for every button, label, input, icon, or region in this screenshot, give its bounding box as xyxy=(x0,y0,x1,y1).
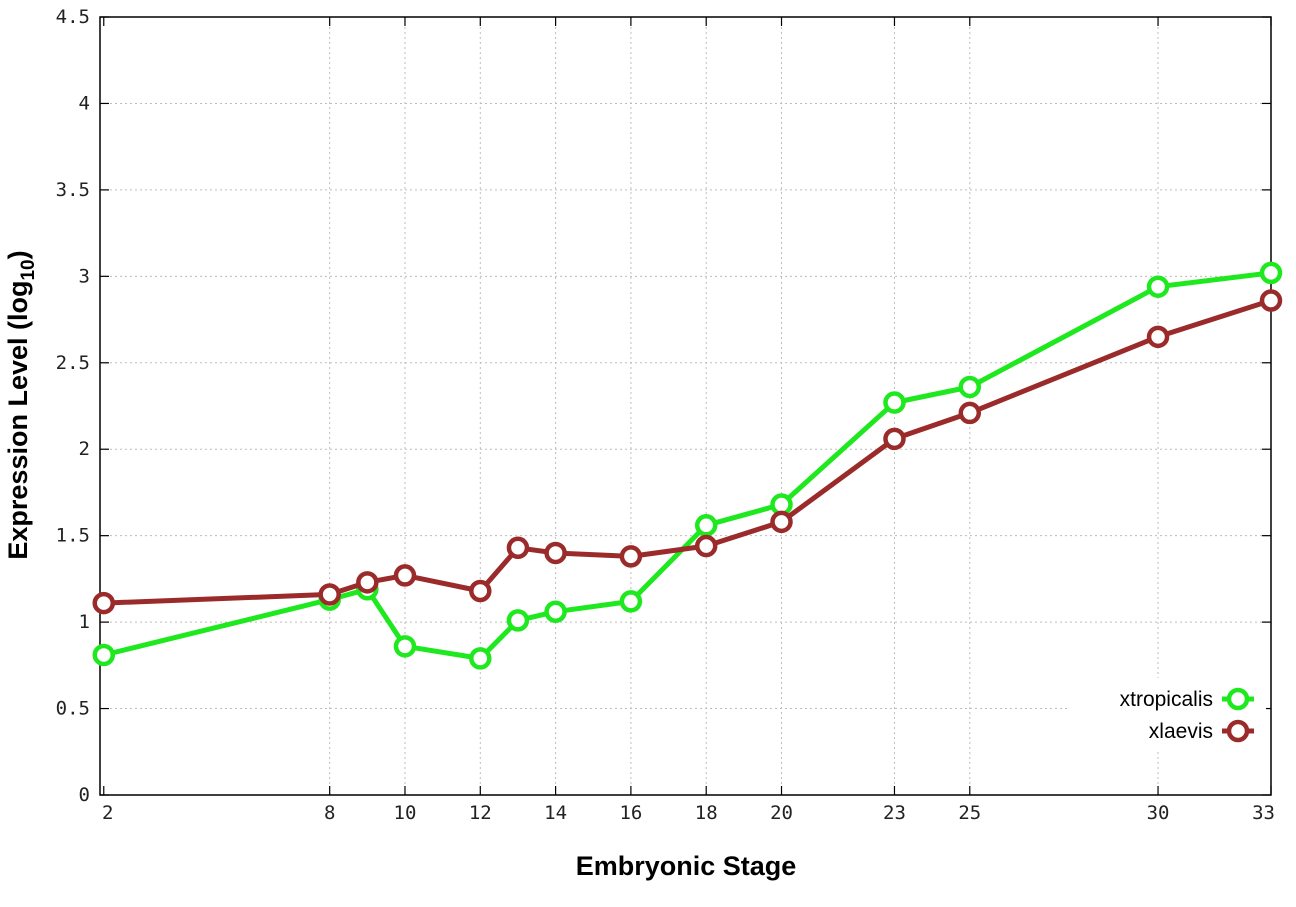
y-tick-label: 4.5 xyxy=(56,6,90,28)
legend-item-xtropicalis: xtropicalis xyxy=(1120,687,1254,711)
data-point-xlaevis xyxy=(1146,325,1170,349)
y-tick-label: 4 xyxy=(79,92,90,114)
legend-marker-swatch xyxy=(1226,687,1250,711)
x-axis-title: Embryonic Stage xyxy=(576,851,797,881)
legend-label: xlaevis xyxy=(1149,720,1213,743)
y-tick-label: 0 xyxy=(79,784,90,806)
x-tick-label: 20 xyxy=(770,802,793,824)
y-axis-title-subscript: 10 xyxy=(18,259,39,280)
x-tick-label: 16 xyxy=(619,802,642,824)
x-tick-label: 30 xyxy=(1147,802,1170,824)
plot-frame xyxy=(99,16,1272,796)
legend: xtropicalis xlaevis xyxy=(1070,678,1266,750)
x-tick-label: 23 xyxy=(883,802,906,824)
data-point-xtropicalis xyxy=(92,643,116,667)
x-tick-label: 12 xyxy=(469,802,492,824)
data-point-xtropicalis xyxy=(883,391,906,414)
x-tick-label: 2 xyxy=(102,802,113,824)
y-tick-label: 1.5 xyxy=(56,525,90,547)
data-point-xlaevis xyxy=(694,534,718,558)
data-point-xlaevis xyxy=(92,591,116,615)
data-point-xlaevis xyxy=(356,571,379,594)
y-axis-title-close: ) xyxy=(3,250,33,259)
legend-label: xtropicalis xyxy=(1120,688,1213,711)
legend-item-xlaevis: xlaevis xyxy=(1149,719,1254,743)
data-point-xtropicalis xyxy=(1146,275,1170,298)
data-point-xlaevis xyxy=(770,510,793,534)
x-tick-label: 14 xyxy=(544,802,567,824)
data-point-xlaevis xyxy=(1259,289,1283,312)
data-point-xtropicalis xyxy=(544,600,567,623)
series-line-xlaevis xyxy=(103,298,1272,606)
data-point-xtropicalis xyxy=(694,514,718,537)
grid xyxy=(100,17,1271,795)
y-tick-label: 2 xyxy=(79,438,90,460)
data-point-xtropicalis xyxy=(506,609,530,632)
y-axis-title-main: Expression Level (log xyxy=(3,281,33,560)
data-point-xtropicalis xyxy=(958,375,982,399)
y-tick-label: 3 xyxy=(79,265,90,287)
x-tick-label: 8 xyxy=(324,802,335,824)
data-point-xlaevis xyxy=(883,427,906,451)
data-point-xlaevis xyxy=(318,583,341,606)
data-point-xlaevis xyxy=(544,541,567,565)
y-axis-title: Expression Level (log10) xyxy=(3,250,39,559)
data-point-xlaevis xyxy=(469,579,492,603)
y-tick-label: 1 xyxy=(79,611,90,633)
data-point-xlaevis xyxy=(958,401,982,425)
series-line-xtropicalis xyxy=(103,270,1272,661)
axes: 0 0.5 1 1.5 2 2.5 3 3.5 4 4.5 2 8 10 12 14 16 18 20 23 25 30… xyxy=(56,6,1275,824)
x-tick-label: 18 xyxy=(695,802,718,824)
data-point-xtropicalis xyxy=(393,635,417,658)
data-point-xlaevis xyxy=(506,536,530,560)
series-layer xyxy=(92,261,1283,670)
data-point-xtropicalis xyxy=(619,590,643,613)
data-point-xlaevis xyxy=(619,545,643,568)
x-tick-label: 10 xyxy=(394,802,417,824)
y-tick-label: 0.5 xyxy=(56,698,90,720)
data-point-xlaevis xyxy=(393,564,417,587)
y-tick-label: 2.5 xyxy=(56,352,90,374)
y-tick-label: 3.5 xyxy=(56,179,90,201)
x-tick-label: 25 xyxy=(958,802,981,824)
series-xlaevis xyxy=(92,289,1283,615)
legend-marker-swatch xyxy=(1226,719,1250,743)
data-point-xtropicalis xyxy=(1259,261,1283,285)
series-xtropicalis xyxy=(92,261,1283,670)
data-point-xtropicalis xyxy=(469,647,492,670)
x-tick-label: 33 xyxy=(1252,802,1275,824)
